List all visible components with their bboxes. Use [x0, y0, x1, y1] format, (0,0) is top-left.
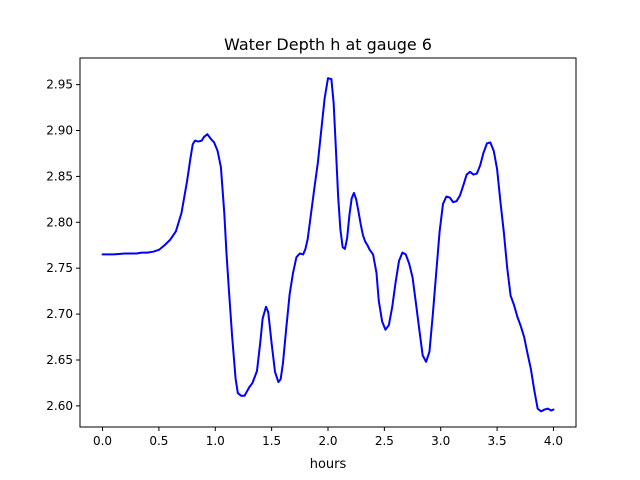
- chart-title: Water Depth h at gauge 6: [224, 35, 432, 54]
- y-tick-label: 2.60: [46, 399, 73, 413]
- y-tick-label: 2.65: [46, 353, 73, 367]
- x-axis: 0.0 0.5 1.0 1.5 2.0 2.5 3.0 3.5 4.0: [93, 427, 563, 448]
- plot-frame: [79, 57, 577, 428]
- x-tick-label: 2.5: [375, 434, 394, 448]
- x-tick-label: 2.0: [318, 434, 337, 448]
- y-tick-label: 2.85: [46, 169, 73, 183]
- x-tick-label: 4.0: [544, 434, 563, 448]
- y-tick-label: 2.90: [46, 124, 73, 138]
- plot-area: [101, 77, 555, 413]
- y-tick-label: 2.75: [46, 261, 73, 275]
- x-axis-label: hours: [310, 457, 347, 472]
- x-tick-label: 3.0: [431, 434, 450, 448]
- x-tick-label: 1.5: [262, 434, 281, 448]
- x-tick-label: 0.0: [93, 434, 112, 448]
- y-axis: 2.60 2.65 2.70 2.75 2.80 2.85 2.90 2.95: [46, 78, 80, 413]
- y-tick-label: 2.80: [46, 215, 73, 229]
- series-line: [101, 77, 555, 413]
- y-tick-label: 2.95: [46, 78, 73, 92]
- y-tick-label: 2.70: [46, 307, 73, 321]
- x-tick-label: 1.0: [206, 434, 225, 448]
- x-tick-label: 0.5: [149, 434, 168, 448]
- x-tick-label: 3.5: [488, 434, 507, 448]
